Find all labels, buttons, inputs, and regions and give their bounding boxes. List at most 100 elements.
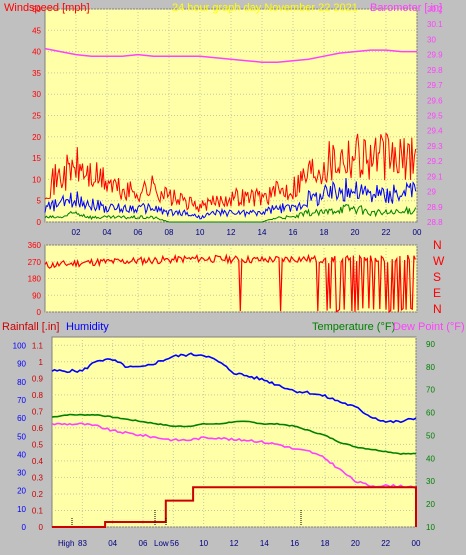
temperature-y-tick: 10	[426, 523, 435, 532]
dir-label-s: S	[433, 270, 441, 284]
temperature-y-tick: 80	[426, 363, 435, 372]
temp-x-tick: 22	[381, 539, 390, 548]
wind-average-series	[44, 177, 417, 220]
rain-y-tick: 0.5	[32, 440, 44, 449]
humidity-y-tick: 20	[17, 487, 26, 496]
dewpoint-axis-title: Dew Point (°F)	[393, 321, 465, 333]
humidity-y-tick: 70	[17, 396, 26, 405]
wind-y-tick: 30	[32, 90, 41, 99]
wind-low-series	[44, 203, 417, 223]
graph-date-title: 24 hour graph day November 22 2021	[172, 2, 358, 14]
dir-y-tick: 180	[28, 275, 42, 284]
humidity-axis-title: Humidity	[66, 321, 109, 333]
rain-y-tick: 1	[39, 358, 44, 367]
rainfall-axis-title: Rainfall [.in]	[2, 321, 59, 333]
rain-y-tick: 1.1	[32, 341, 44, 350]
barometer-y-tick: 28.9	[427, 203, 443, 212]
temp-humidity-plot-area	[51, 336, 417, 528]
temp-x-tick: 12	[230, 539, 239, 548]
temp-x-tick: 06	[139, 539, 148, 548]
temperature-y-tick: 40	[426, 454, 435, 463]
rain-y-tick: 0.3	[32, 473, 44, 482]
high-marker-temp: 83	[78, 539, 87, 548]
wind-y-tick: 50	[32, 5, 41, 14]
barometer-y-tick: 29.1	[427, 172, 443, 181]
high-marker-label: High	[58, 539, 74, 548]
rain-y-tick: 0	[39, 523, 44, 532]
rain-y-tick: 0.1	[32, 506, 44, 515]
temp-x-tick: 04	[108, 539, 117, 548]
dir-label-w: W	[433, 254, 445, 268]
temperature-y-tick: 20	[426, 500, 435, 509]
rain-y-tick: 0.2	[32, 490, 44, 499]
humidity-series	[51, 352, 417, 424]
temp-x-tick: 20	[351, 539, 360, 548]
temperature-axis-title: Temperature (°F)	[312, 321, 395, 333]
barometer-y-tick: 29.9	[427, 51, 443, 60]
barometer-y-tick: 29	[427, 188, 436, 197]
wind-x-tick: 08	[165, 228, 174, 237]
wind-y-tick: 10	[32, 175, 41, 184]
rain-y-tick: 0.4	[32, 457, 44, 466]
barometer-axis-title: Barometer [.in]	[370, 2, 442, 14]
dir-label-e: E	[433, 286, 441, 300]
temp-x-tick: 18	[321, 539, 330, 548]
barometer-series	[44, 47, 417, 63]
barometer-y-tick: 29.7	[427, 81, 443, 90]
barometer-y-tick: 30	[427, 35, 436, 44]
low-marker-label: Low	[154, 539, 169, 548]
wind-x-tick: 12	[227, 228, 236, 237]
humidity-y-tick: 40	[17, 450, 26, 459]
barometer-y-tick: 29.3	[427, 142, 443, 151]
low-marker-temp: 56	[170, 539, 179, 548]
barometer-y-tick: 29.5	[427, 112, 443, 121]
humidity-y-tick: 60	[17, 414, 26, 423]
temp-x-tick: 00	[412, 539, 421, 548]
temperature-y-tick: 90	[426, 340, 435, 349]
temperature-y-tick: 60	[426, 409, 435, 418]
wind-x-tick: 20	[351, 228, 360, 237]
humidity-y-tick: 0	[22, 523, 27, 532]
wind-x-tick: 04	[103, 228, 112, 237]
wind-y-tick: 15	[32, 154, 41, 163]
barometer-y-tick: 30.2	[427, 5, 443, 14]
barometer-y-tick: 28.8	[427, 218, 443, 227]
temp-x-tick: 14	[260, 539, 269, 548]
humidity-y-tick: 30	[17, 469, 26, 478]
temperature-series	[51, 413, 417, 456]
humidity-y-tick: 10	[17, 505, 26, 514]
temperature-y-tick: 50	[426, 431, 435, 440]
wind-x-tick: 14	[258, 228, 267, 237]
rain-y-tick: 0.9	[32, 374, 44, 383]
dir-y-tick: 0	[37, 308, 42, 317]
wind-x-tick: 02	[72, 228, 81, 237]
windspeed-axis-title: Windspeed [mph]	[4, 2, 90, 14]
barometer-y-tick: 29.6	[427, 96, 443, 105]
wind-x-tick: 10	[196, 228, 205, 237]
wind-y-tick: 5	[37, 197, 42, 206]
wind-direction-series	[44, 253, 416, 314]
barometer-y-tick: 29.4	[427, 127, 443, 136]
wind-y-tick: 35	[32, 69, 41, 78]
temperature-y-tick: 70	[426, 386, 435, 395]
temp-x-tick: 16	[290, 539, 299, 548]
wind-y-tick: 40	[32, 48, 41, 57]
humidity-y-tick: 90	[17, 360, 26, 369]
barometer-y-tick: 29.2	[427, 157, 443, 166]
rain-y-tick: 0.8	[32, 391, 44, 400]
wind-gust-series	[44, 132, 417, 213]
humidity-y-tick: 50	[17, 432, 26, 441]
barometer-y-tick: 30.1	[427, 20, 443, 29]
dir-y-tick: 270	[28, 258, 42, 267]
temperature-y-tick: 30	[426, 477, 435, 486]
dir-y-tick: 90	[32, 291, 41, 300]
wind-y-tick: 45	[32, 26, 41, 35]
rain-y-tick: 0.6	[32, 424, 44, 433]
wind-y-tick: 25	[32, 112, 41, 121]
wind-x-tick: 00	[413, 228, 422, 237]
humidity-y-tick: 80	[17, 378, 26, 387]
wind-x-tick: 06	[134, 228, 143, 237]
wind-x-tick: 18	[320, 228, 329, 237]
dewpoint-series	[51, 422, 417, 489]
